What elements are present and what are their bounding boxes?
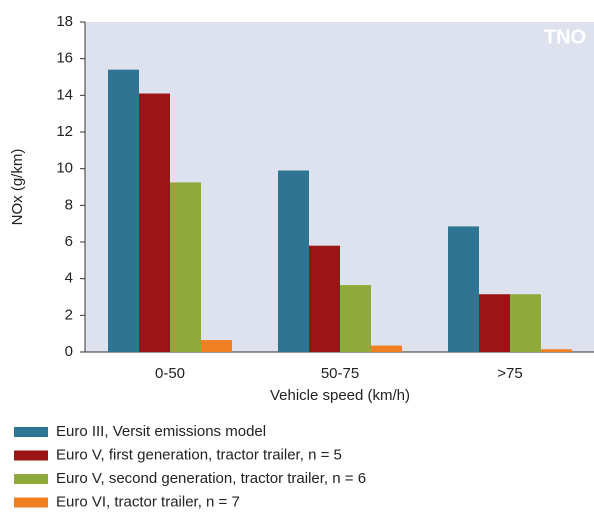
bar (448, 226, 479, 352)
y-tick-label: 8 (65, 196, 73, 213)
legend-swatch (14, 497, 48, 508)
bar (201, 340, 232, 352)
bar (108, 69, 139, 353)
x-axis-label: Vehicle speed (km/h) (270, 387, 410, 404)
y-tick-label: 0 (65, 343, 73, 360)
bar (340, 285, 371, 352)
bar (510, 294, 541, 352)
bar (479, 294, 510, 352)
x-tick-label: >75 (497, 365, 522, 382)
y-tick-label: 6 (65, 233, 73, 250)
bar (139, 93, 170, 352)
legend-label: Euro V, second generation, tractor trail… (56, 470, 366, 487)
bar (309, 245, 340, 352)
bar (541, 349, 572, 352)
bar (371, 345, 402, 352)
bar (278, 170, 309, 352)
bar (170, 182, 201, 352)
y-tick-label: 4 (65, 270, 73, 287)
y-tick-label: 14 (56, 86, 73, 103)
y-tick-label: 12 (56, 123, 73, 140)
watermark: TNO (544, 26, 586, 48)
y-tick-label: 2 (65, 306, 73, 323)
x-tick-label: 50-75 (321, 365, 359, 382)
y-axis-label: NOx (g/km) (9, 149, 26, 226)
x-tick-label: 0-50 (155, 365, 185, 382)
y-tick-label: 10 (56, 160, 73, 177)
legend-label: Euro VI, tractor trailer, n = 7 (56, 493, 240, 510)
legend-label: Euro V, first generation, tractor traile… (56, 446, 342, 463)
legend-swatch (14, 450, 48, 461)
legend-label: Euro III, Versit emissions model (56, 423, 266, 440)
legend-swatch (14, 427, 48, 437)
y-tick-label: 18 (56, 13, 73, 30)
legend-swatch (14, 474, 48, 484)
y-tick-label: 16 (56, 50, 73, 67)
